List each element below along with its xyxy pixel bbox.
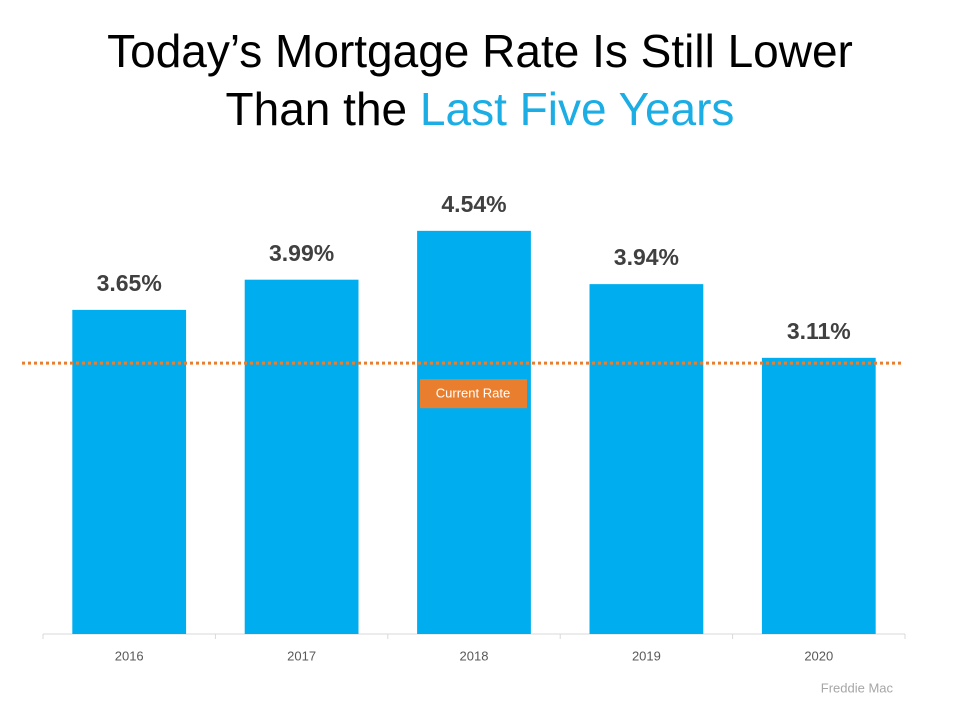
bar: [589, 284, 704, 634]
bar: [417, 230, 531, 634]
title-highlight: Last Five Years: [419, 83, 735, 135]
value-label: 3.65%: [97, 270, 162, 296]
chart-title: Today’s Mortgage Rate Is Still Lower Tha…: [100, 22, 860, 138]
value-label: 3.99%: [269, 240, 334, 266]
value-label: 3.94%: [614, 244, 679, 270]
x-tick-label: 2020: [804, 648, 833, 663]
x-tick-label: 2016: [115, 648, 144, 663]
value-label: 3.11%: [787, 318, 851, 344]
source: Freddie Mac: [821, 680, 894, 695]
reference-label: Current Rate: [436, 386, 510, 401]
x-tick-label: 2019: [632, 648, 661, 663]
x-tick-label: 2018: [460, 648, 489, 663]
reference-label-box: [420, 379, 527, 409]
bar: [72, 309, 187, 634]
bar: [244, 279, 359, 634]
bar: [761, 357, 876, 634]
value-label: 4.54%: [441, 191, 506, 217]
x-tick-label: 2017: [287, 648, 316, 663]
title-text: Today’s Mortgage Rate Is Still Lower Tha…: [107, 25, 853, 135]
